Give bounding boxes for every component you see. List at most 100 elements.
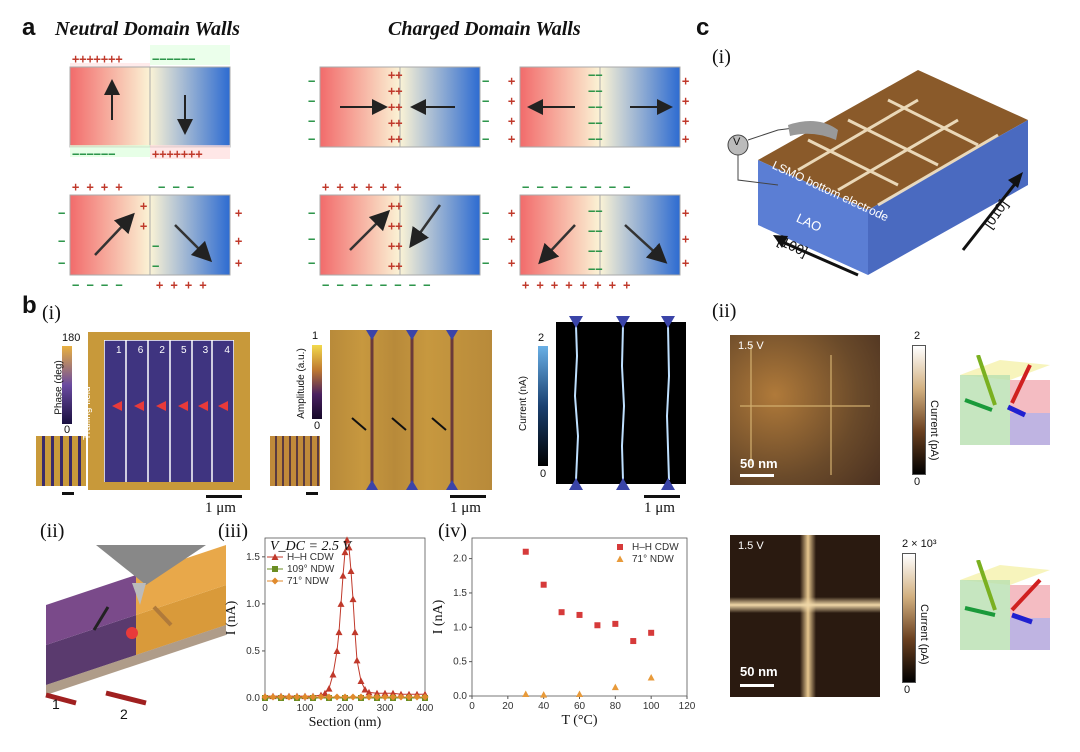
svg-text:+: + <box>508 74 515 88</box>
x-tick-label: 20 <box>502 701 514 712</box>
data-point <box>351 628 359 636</box>
x-tick-label: 120 <box>679 701 696 712</box>
svg-text:−: − <box>482 256 489 270</box>
neutral-wall-vertical: +++++++ −−−−−− −−−−−− +++++++ <box>69 45 231 161</box>
svg-text:−−: −− <box>588 224 602 238</box>
data-point <box>321 689 329 697</box>
svg-text:+: + <box>508 132 515 146</box>
cur-label: Current (nA) <box>518 375 530 432</box>
phase-scalebar <box>206 495 242 498</box>
data-point <box>335 628 343 636</box>
data-point <box>576 611 583 618</box>
data-point <box>389 693 397 701</box>
panel-letter-a: a <box>22 14 36 41</box>
svg-text:− − − −: − − − − <box>72 278 123 292</box>
data-point <box>325 685 333 692</box>
data-point <box>522 690 530 697</box>
svg-text:−: − <box>308 232 315 246</box>
svg-text:+: + <box>682 94 689 108</box>
cur-max: 2 <box>538 332 545 344</box>
data-point <box>381 693 389 701</box>
y-axis-label: I (nA) <box>432 599 446 634</box>
svg-text:+: + <box>235 234 242 248</box>
svg-text:+++++++: +++++++ <box>152 147 203 161</box>
data-point <box>293 693 301 701</box>
y-tick-label: 0.0 <box>246 693 260 704</box>
data-point <box>333 647 341 654</box>
svg-text:−: − <box>308 94 315 108</box>
data-point <box>558 609 565 616</box>
data-point <box>325 693 333 701</box>
svg-text:++: ++ <box>388 219 402 233</box>
amp-label: Amplitude (a.u.) <box>295 348 307 419</box>
c-cbar1-min: 0 <box>914 476 921 488</box>
amp-thumb-scalebar <box>306 492 318 495</box>
svg-text:++: ++ <box>388 84 402 98</box>
domain-num: 6 <box>137 345 144 356</box>
svg-text:−: − <box>308 256 315 270</box>
data-point <box>540 581 547 588</box>
x-tick-label: 200 <box>337 703 354 714</box>
svg-text:+: + <box>682 206 689 220</box>
svg-text:−−: −− <box>588 262 602 276</box>
y-tick-label: 0.5 <box>246 646 260 657</box>
trailing-field-label: Trailing field <box>82 386 93 440</box>
svg-text:−−: −− <box>588 132 602 146</box>
svg-text:−: − <box>152 259 159 273</box>
svg-text:−: − <box>482 74 489 88</box>
data-point <box>317 693 325 701</box>
y-tick-label: 1.0 <box>246 599 260 610</box>
svg-text:+: + <box>140 199 147 213</box>
neutral-walls-title: Neutral Domain Walls <box>55 18 240 40</box>
data-point <box>381 689 389 697</box>
charged-wall-inclined-tt: − − − − − − − − + + + + + + + + +++ +++ … <box>508 180 689 292</box>
polarization-cube-1 <box>960 355 1050 445</box>
charged-walls-title: Charged Domain Walls <box>388 18 581 40</box>
domain-label-1: 1 <box>52 696 60 712</box>
cur-scalebar <box>644 495 680 498</box>
panel-letter-c: c <box>696 14 710 41</box>
chart-iii: 0 100 200 300 400 0.0 0.5 1.0 1.5 Section (nm) I (… <box>225 536 434 730</box>
data-point <box>269 693 277 701</box>
data-point <box>373 689 381 697</box>
charged-wall-inclined-hh: + + + + + + − − − − − − − − −−− −−− ++++… <box>308 180 489 292</box>
lsmo-sample-3d <box>727 70 1028 277</box>
svg-text:++: ++ <box>388 100 402 114</box>
svg-text:+: + <box>235 256 242 270</box>
voltmeter-label: V <box>733 136 741 148</box>
svg-text:−: − <box>308 114 315 128</box>
y-tick-label: 0.0 <box>453 691 467 702</box>
c-cbar2-min: 0 <box>904 684 911 696</box>
x-tick-label: 400 <box>417 703 434 714</box>
c-colorbar-1 <box>912 345 926 475</box>
svg-text:−: − <box>482 132 489 146</box>
y-tick-label: 1.5 <box>246 552 260 563</box>
y-tick-label: 1.0 <box>453 622 467 633</box>
data-point <box>339 572 347 579</box>
data-point <box>630 638 637 645</box>
x-axis-label: T (°C) <box>561 713 597 728</box>
data-point <box>285 693 293 701</box>
data-point <box>329 670 337 678</box>
data-point <box>647 673 655 681</box>
legend-label: H–H CDW <box>287 552 334 563</box>
neutral-wall-inclined: + + + + − − − − − − − + + + + − − − + + + + +… <box>58 180 242 292</box>
x-tick-label: 100 <box>643 701 660 712</box>
data-point <box>361 686 369 693</box>
amp-scalebar <box>450 495 486 498</box>
amplitude-overlay <box>351 330 458 490</box>
c-sub-i: (i) <box>712 46 731 68</box>
svg-text:−−: −− <box>588 244 602 258</box>
data-point <box>349 595 357 603</box>
data-point <box>540 691 548 698</box>
panel-letter-b: b <box>22 292 37 319</box>
svg-text:+: + <box>682 232 689 246</box>
data-point <box>611 683 619 691</box>
b-sub-iv: (iv) <box>438 520 467 542</box>
svg-text:−: − <box>308 206 315 220</box>
data-point <box>594 622 601 629</box>
data-point <box>612 620 619 627</box>
svg-text:+: + <box>508 256 515 270</box>
svg-text:− − − − − − − −: − − − − − − − − <box>322 278 430 292</box>
svg-text:++: ++ <box>388 239 402 253</box>
